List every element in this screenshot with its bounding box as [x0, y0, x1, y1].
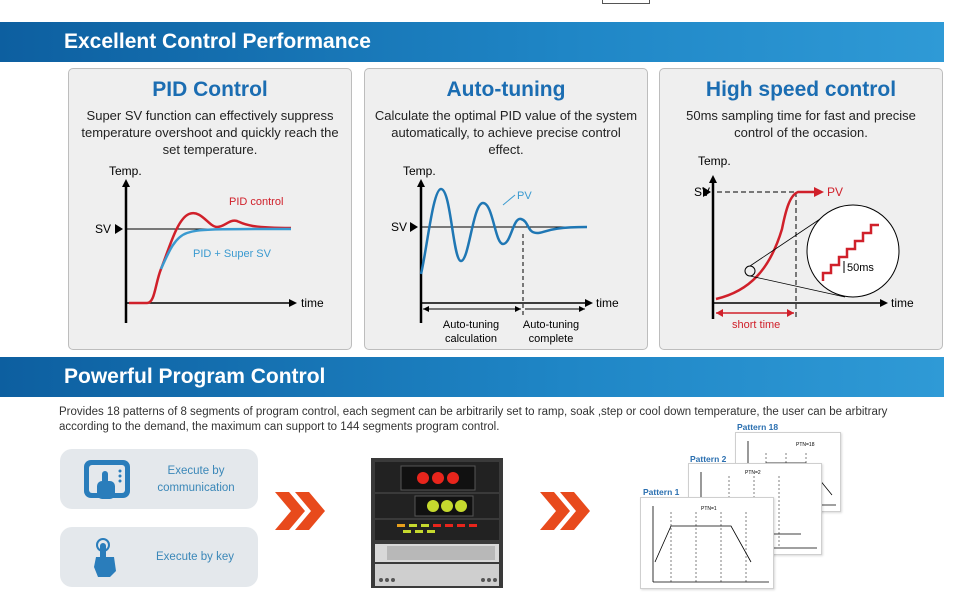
zoom-circle [806, 204, 900, 298]
sv-label: SV [391, 220, 407, 234]
y-axis-arrow [709, 175, 717, 183]
phase-1-arrow-left [423, 306, 429, 312]
chevron-right-icon [275, 492, 325, 530]
pattern-18-ptn: PTN=18 [796, 442, 815, 448]
pattern-18-label: Pattern 18 [737, 422, 779, 432]
x-axis-arrow [289, 299, 297, 307]
panel-description: Super SV function can effectively suppre… [81, 108, 339, 157]
execute-by-key-card[interactable]: Execute by key [60, 527, 258, 587]
series-label-pv: PV [517, 190, 532, 202]
phase-2-arrow [579, 306, 585, 312]
panel-title: High speed control [705, 78, 897, 101]
pattern-1-graph: PTN=1 [652, 506, 769, 583]
y-axis-arrow [122, 179, 130, 187]
panel-description: Calculate the optimal PID value of the s… [374, 108, 638, 157]
pv-arrow [814, 187, 824, 197]
panel-title: PID Control [152, 78, 268, 101]
x-axis-label: time [596, 296, 619, 310]
pv-curve [715, 190, 818, 301]
series-label-pid: PID control [229, 196, 283, 208]
controller-device-image [371, 458, 503, 588]
phase-1-label-line2: calculation [445, 333, 497, 345]
panel-title: Auto-tuning [446, 78, 566, 101]
pattern-2-ptn: PTN=2 [745, 470, 761, 476]
y-axis-label: Temp. [698, 154, 731, 168]
pid-control-curve [129, 211, 292, 305]
x-axis-label: time [891, 296, 914, 310]
sv-marker [115, 224, 123, 234]
y-axis-label: Temp. [403, 164, 436, 178]
pattern-2-label: Pattern 2 [690, 454, 727, 464]
section-title: Powerful Program Control [64, 365, 326, 388]
y-axis-label: Temp. [109, 164, 142, 178]
pid-super-sv-curve [159, 227, 292, 270]
execute-by-key-label: Execute by key [156, 551, 234, 563]
pid-control-chart: Temp. SV time PID control PID + Super SV [95, 164, 324, 323]
series-label-pv: PV [827, 185, 843, 199]
short-time-arrow-right [787, 309, 794, 317]
step-response [821, 223, 879, 281]
sv-marker [410, 222, 418, 232]
section-banner-program: Powerful Program Control [0, 357, 944, 397]
panel-pid-control: PID Control Super SV function can effect… [68, 68, 352, 350]
zoom-line-bottom [749, 275, 846, 298]
execute-by-communication-label: Execute by communication [157, 465, 235, 494]
x-axis-arrow [880, 299, 888, 307]
program-description: Provides 18 patterns of 8 segments of pr… [59, 406, 888, 433]
short-time-label: short time [732, 319, 780, 331]
panel-high-speed-control: High speed control 50ms sampling time fo… [659, 68, 943, 350]
zoom-source-circle [744, 265, 756, 277]
top-divider-mark [602, 0, 650, 4]
phase-1-arrow-right [515, 306, 521, 312]
panel-description: 50ms sampling time for fast and precise … [686, 108, 916, 140]
pattern-1-ptn: PTN=1 [701, 506, 717, 512]
sv-marker [703, 187, 711, 197]
chevron-right-icon [540, 492, 590, 530]
finger-press-icon [94, 538, 116, 577]
pattern-1-label: Pattern 1 [643, 487, 680, 497]
pattern-sheet-1: PTN=1 [640, 497, 774, 589]
phase-2-label-line1: Auto-tuning [523, 319, 579, 331]
execute-by-communication-card[interactable]: Execute by communication [60, 449, 258, 509]
auto-tuning-chart: Temp. SV time PV Auto-tuning calculation… [391, 164, 619, 345]
section-banner-control: Excellent Control Performance [0, 22, 944, 62]
x-axis-label: time [301, 296, 324, 310]
step-label: 50ms [847, 262, 874, 274]
pv-curve [419, 187, 588, 275]
section-title: Excellent Control Performance [64, 30, 371, 53]
pv-leader [502, 194, 516, 206]
phase-2-label-line2: complete [529, 333, 574, 345]
sv-label: SV [95, 222, 111, 236]
high-speed-chart: Temp. SV time PV 50ms short time [694, 154, 914, 331]
phase-1-label-line1: Auto-tuning [443, 319, 499, 331]
panel-auto-tuning: Auto-tuning Calculate the optimal PID va… [364, 68, 648, 350]
touchscreen-hand-icon [84, 460, 130, 499]
x-axis-arrow [585, 299, 593, 307]
sv-label: SV [694, 185, 710, 199]
series-label-super-sv: PID + Super SV [193, 248, 272, 260]
y-axis-arrow [417, 179, 425, 187]
short-time-arrow-left [716, 309, 723, 317]
